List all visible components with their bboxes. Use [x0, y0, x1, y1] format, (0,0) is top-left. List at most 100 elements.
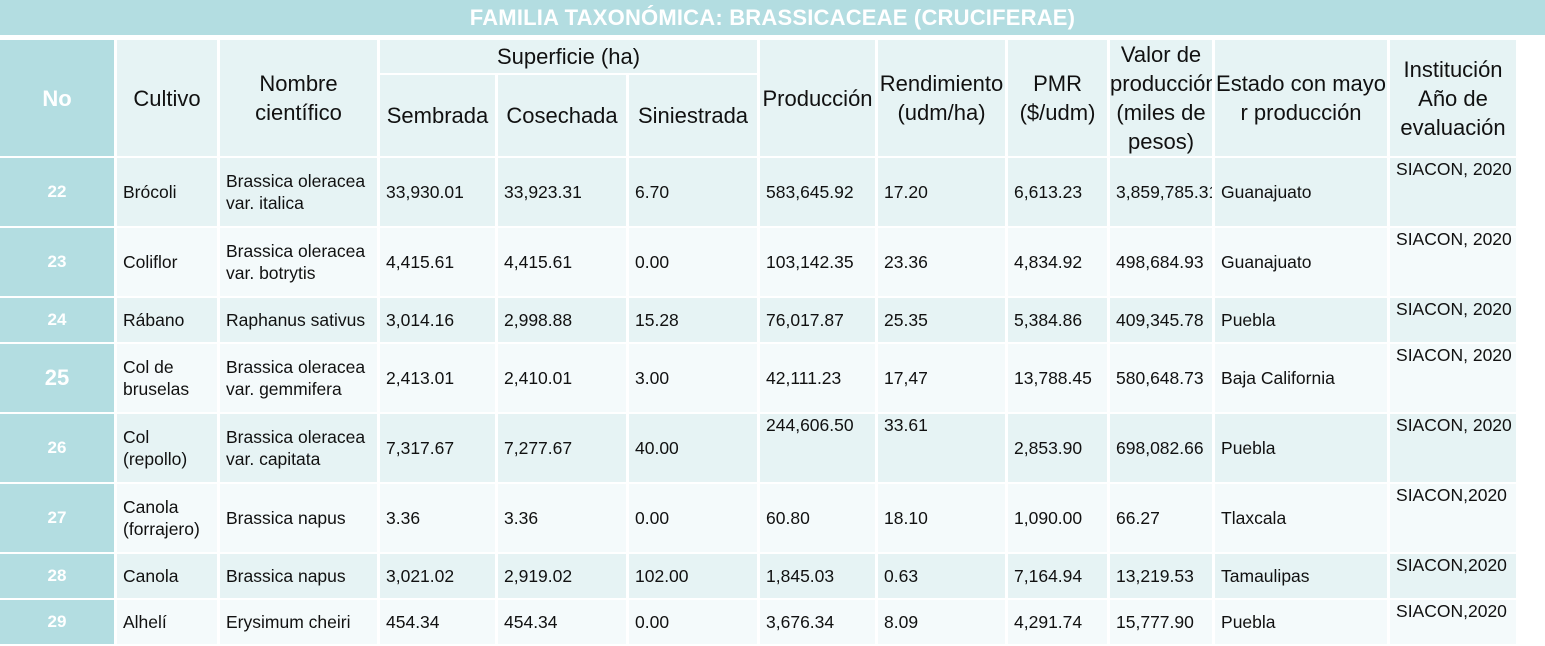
cell-pmr: 2,853.90	[1008, 414, 1108, 482]
table-row: 24 Rábano Raphanus sativus 3,014.16 2,998.88…	[0, 298, 1545, 342]
crops-table: No Cultivo Nombre científico Superficie …	[0, 38, 1545, 646]
cell-no: 28	[0, 554, 114, 598]
cell-cosechada: 2,919.02	[498, 554, 626, 598]
cell-cultivo: Alhelí	[117, 600, 217, 644]
cell-sembrada: 2,413.01	[380, 344, 495, 412]
cell-estado: Guanajuato	[1215, 228, 1388, 296]
cell-cultivo: Canola (forrajero)	[117, 484, 217, 552]
cell-rendimiento: 0.63	[878, 554, 1006, 598]
cell-no: 23	[0, 228, 114, 296]
cell-estado: Puebla	[1215, 414, 1388, 482]
cell-siniestrada: 0.00	[629, 228, 758, 296]
header-nombre: Nombre científico	[220, 40, 377, 156]
cell-siniestrada: 40.00	[629, 414, 758, 482]
table-row: 22 Brócoli Brassica oleracea var. italica 3…	[0, 158, 1545, 226]
cell-no: 25	[0, 344, 114, 412]
cell-siniestrada: 0.00	[629, 484, 758, 552]
cell-produccion: 3,676.34	[760, 600, 876, 644]
cell-no: 22	[0, 158, 114, 226]
cell-institucion: SIACON, 2020	[1390, 228, 1517, 296]
cell-sembrada: 7,317.67	[380, 414, 495, 482]
cell-pmr: 4,291.74	[1008, 600, 1108, 644]
cell-cultivo: Rábano	[117, 298, 217, 342]
cell-cosechada: 2,998.88	[498, 298, 626, 342]
cell-nombre: Brassica oleracea var. botrytis	[220, 228, 377, 296]
cell-produccion: 103,142.35	[760, 228, 876, 296]
cell-cultivo: Col (repollo)	[117, 414, 217, 482]
cell-produccion: 1,845.03	[760, 554, 876, 598]
table-row: 25 Col de bruselas Brassica oleracea var. …	[0, 344, 1545, 412]
cell-institucion: SIACON,2020	[1390, 600, 1517, 644]
cell-institucion: SIACON, 2020	[1390, 344, 1517, 412]
cell-institucion: SIACON,2020	[1390, 554, 1517, 598]
cell-estado: Puebla	[1215, 600, 1388, 644]
cell-no: 27	[0, 484, 114, 552]
cell-sembrada: 4,415.61	[380, 228, 495, 296]
cell-estado: Baja California	[1215, 344, 1388, 412]
header-valor: Valor de producción (miles de pesos)	[1110, 40, 1213, 156]
cell-cosechada: 7,277.67	[498, 414, 626, 482]
cell-institucion: SIACON,2020	[1390, 484, 1517, 552]
cell-cosechada: 4,415.61	[498, 228, 626, 296]
table-row: 27 Canola (forrajero) Brassica napus 3.36 3.…	[0, 484, 1545, 552]
cell-cosechada: 454.34	[498, 600, 626, 644]
header-no: No	[0, 40, 114, 156]
cell-nombre: Brassica napus	[220, 554, 377, 598]
cell-rendimiento: 18.10	[878, 484, 1006, 552]
table-row: 29 Alhelí Erysimum cheiri 454.34 454.34 0.00 3…	[0, 600, 1545, 644]
cell-valor: 580,648.73	[1110, 344, 1213, 412]
cell-sembrada: 3.36	[380, 484, 495, 552]
table-title: FAMILIA TAXONÓMICA: BRASSICACEAE (CRUCIF…	[0, 0, 1545, 35]
cell-nombre: Brassica napus	[220, 484, 377, 552]
cell-siniestrada: 0.00	[629, 600, 758, 644]
cell-sembrada: 3,021.02	[380, 554, 495, 598]
cell-siniestrada: 6.70	[629, 158, 758, 226]
cell-produccion: 60.80	[760, 484, 876, 552]
cell-sembrada: 454.34	[380, 600, 495, 644]
cell-pmr: 6,613.23	[1008, 158, 1108, 226]
cell-nombre: Brassica oleracea var. capitata	[220, 414, 377, 482]
cell-cosechada: 3.36	[498, 484, 626, 552]
table-row: 23 Coliflor Brassica oleracea var. botryti…	[0, 228, 1545, 296]
cell-estado: Puebla	[1215, 298, 1388, 342]
cell-produccion: 583,645.92	[760, 158, 876, 226]
cell-no: 24	[0, 298, 114, 342]
header-siniestrada: Siniestrada	[629, 75, 758, 156]
cell-siniestrada: 102.00	[629, 554, 758, 598]
table-row: 28 Canola Brassica napus 3,021.02 2,919.02 10…	[0, 554, 1545, 598]
cell-rendimiento: 33.61	[878, 414, 1006, 482]
cell-cultivo: Coliflor	[117, 228, 217, 296]
cell-sembrada: 33,930.01	[380, 158, 495, 226]
cell-rendimiento: 8.09	[878, 600, 1006, 644]
cell-pmr: 4,834.92	[1008, 228, 1108, 296]
cell-nombre: Raphanus sativus	[220, 298, 377, 342]
cell-rendimiento: 17,47	[878, 344, 1006, 412]
cell-siniestrada: 3.00	[629, 344, 758, 412]
cell-institucion: SIACON, 2020	[1390, 158, 1517, 226]
cell-rendimiento: 23.36	[878, 228, 1006, 296]
table-row: 26 Col (repollo) Brassica oleracea var. ca…	[0, 414, 1545, 482]
header-cosechada: Cosechada	[498, 75, 626, 156]
cell-produccion: 76,017.87	[760, 298, 876, 342]
header-rendimiento: Rendimiento (udm/ha)	[878, 40, 1006, 156]
cell-cultivo: Canola	[117, 554, 217, 598]
cell-nombre: Brassica oleracea var. italica	[220, 158, 377, 226]
cell-produccion: 244,606.50	[760, 414, 876, 482]
cell-valor: 13,219.53	[1110, 554, 1213, 598]
cell-sembrada: 3,014.16	[380, 298, 495, 342]
cell-estado: Tamaulipas	[1215, 554, 1388, 598]
cell-produccion: 42,111.23	[760, 344, 876, 412]
cell-estado: Guanajuato	[1215, 158, 1388, 226]
cell-siniestrada: 15.28	[629, 298, 758, 342]
cell-cultivo: Brócoli	[117, 158, 217, 226]
header-sembrada: Sembrada	[380, 75, 495, 156]
cell-rendimiento: 17.20	[878, 158, 1006, 226]
cell-pmr: 7,164.94	[1008, 554, 1108, 598]
header-estado: Estado con mayor producción	[1215, 40, 1388, 156]
cell-pmr: 1,090.00	[1008, 484, 1108, 552]
header-institucion: Institución Año de evaluación	[1390, 40, 1517, 156]
cell-valor: 66.27	[1110, 484, 1213, 552]
cell-rendimiento: 25.35	[878, 298, 1006, 342]
cell-pmr: 5,384.86	[1008, 298, 1108, 342]
cell-valor: 3,859,785.31	[1110, 158, 1213, 226]
